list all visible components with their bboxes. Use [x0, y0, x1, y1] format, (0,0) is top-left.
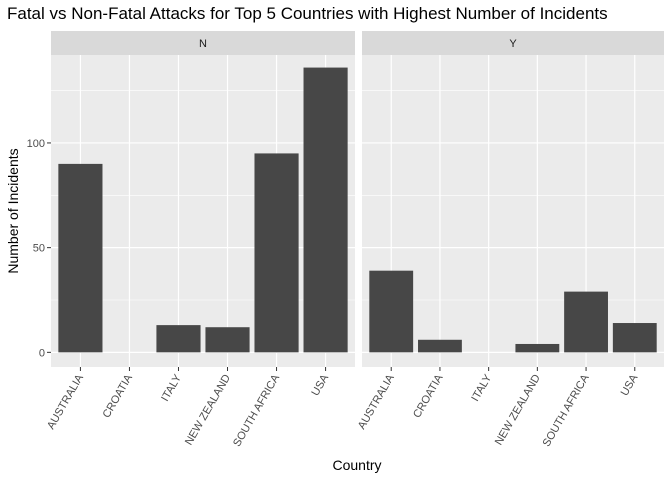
- x-tick-label: SOUTH AFRICA: [541, 372, 592, 449]
- bar-south-africa: [564, 291, 608, 353]
- bar-new-zealand: [515, 343, 560, 353]
- x-tick-label: ITALY: [159, 372, 184, 404]
- x-tick-label: USA: [619, 372, 641, 398]
- bar-australia: [58, 163, 103, 353]
- x-tick-label: CROATIA: [411, 372, 446, 420]
- y-tick-label: 100: [27, 138, 45, 150]
- facet-strip-label: N: [199, 38, 207, 50]
- x-tick-label: ITALY: [469, 372, 494, 404]
- facet-strip: [51, 31, 355, 55]
- facet-strip-label: Y: [509, 38, 517, 50]
- x-tick-label: NEW ZEALAND: [183, 372, 233, 447]
- x-tick-label: USA: [309, 372, 331, 398]
- x-tick-label: AUSTRALIA: [45, 372, 86, 432]
- x-tick-label: AUSTRALIA: [356, 372, 397, 432]
- y-tick-label: 0: [39, 347, 45, 359]
- facet-strip: [362, 31, 664, 55]
- bar-new-zealand: [205, 327, 250, 353]
- chart-title: Fatal vs Non-Fatal Attacks for Top 5 Cou…: [7, 4, 608, 23]
- x-axis-title: Country: [332, 457, 381, 473]
- x-tick-label: SOUTH AFRICA: [231, 372, 282, 449]
- y-axis-title: Number of Incidents: [5, 148, 21, 273]
- y-tick-label: 50: [33, 243, 45, 255]
- bar-usa: [612, 323, 657, 353]
- bar-usa: [303, 67, 348, 353]
- bar-south-africa: [254, 153, 299, 353]
- bar-australia: [369, 270, 414, 353]
- x-tick-label: CROATIA: [101, 372, 136, 420]
- x-tick-label: NEW ZEALAND: [493, 372, 543, 447]
- bar-italy: [156, 325, 201, 353]
- bar-croatia: [418, 339, 462, 353]
